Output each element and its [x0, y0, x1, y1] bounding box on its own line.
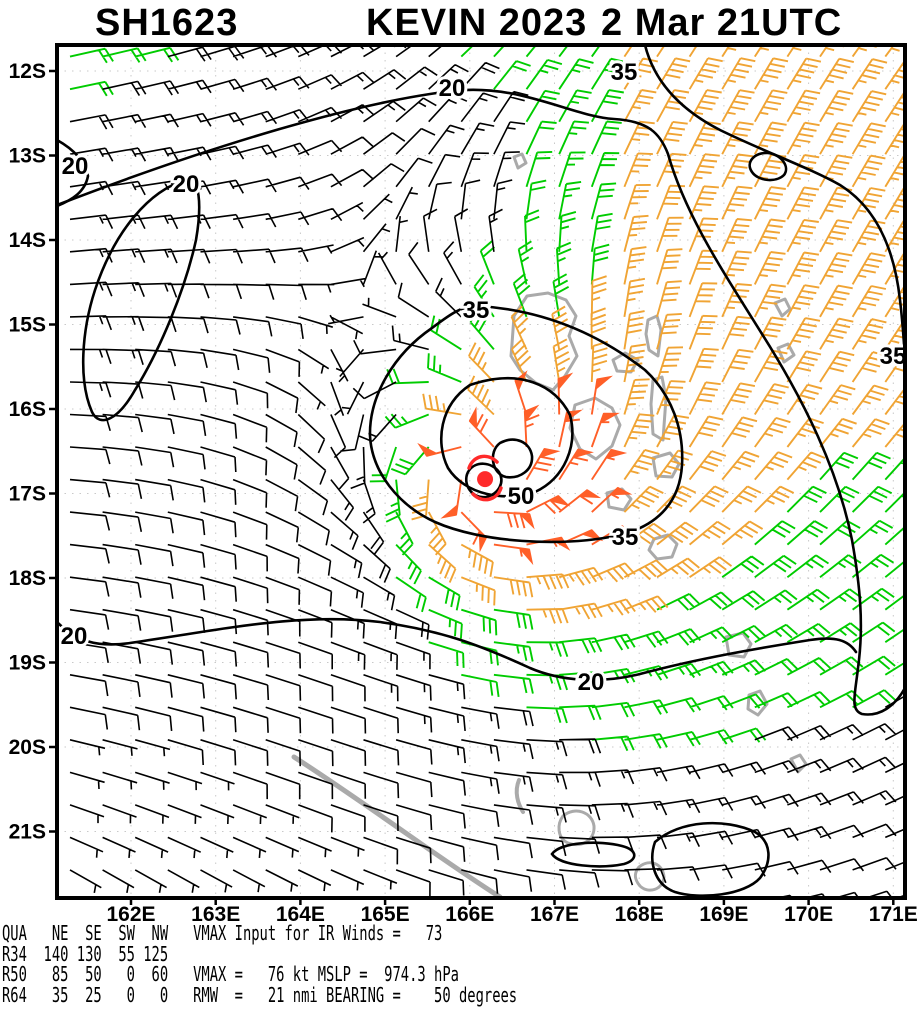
- storm-center-symbol: [467, 454, 503, 502]
- svg-text:20: 20: [62, 153, 89, 180]
- island-tanna: [746, 689, 769, 717]
- lat-label: 21S: [9, 821, 46, 844]
- island-banks-1: [773, 297, 792, 318]
- isotach-20: [550, 841, 636, 868]
- lat-label: 12S: [9, 60, 46, 83]
- island-mare: [633, 861, 666, 892]
- lat-label: 18S: [9, 567, 46, 590]
- title-storm-name: KEVIN 2023: [366, 2, 588, 44]
- svg-text:35: 35: [611, 59, 638, 86]
- island-pentecost: [649, 375, 668, 442]
- svg-text:35: 35: [612, 524, 639, 551]
- isotach-20: [57, 617, 858, 682]
- isotach-20: [57, 88, 905, 716]
- lat-label: 15S: [9, 314, 46, 337]
- svg-text:35: 35: [880, 343, 907, 370]
- lon-label: 166E: [445, 903, 494, 926]
- island-banks-2: [776, 342, 796, 364]
- lat-label: 20S: [9, 736, 46, 759]
- lon-label: 168E: [615, 903, 664, 926]
- map-frame: [55, 43, 907, 900]
- svg-text:20: 20: [61, 623, 88, 650]
- lon-label: 169E: [699, 903, 748, 926]
- svg-text:35: 35: [463, 297, 490, 324]
- island-nc-reef: [514, 778, 525, 814]
- svg-text:20: 20: [173, 171, 200, 198]
- svg-text:50: 50: [508, 483, 535, 510]
- isotach-35: [748, 151, 788, 182]
- lat-label: 14S: [9, 229, 46, 252]
- isotach-20: [651, 821, 770, 898]
- isotach-contours: [57, 45, 905, 898]
- island-ambrym: [651, 451, 681, 479]
- title-datetime: 2 Mar 21UTC: [601, 2, 843, 44]
- isotach-labels: 20 20 20 35 35 35 50 35 20 20: [58, 56, 910, 699]
- lon-label: 165E: [361, 903, 410, 926]
- isotach-35: [368, 304, 684, 544]
- wind-radii-stats-text: QUA NE SE SW NW VMAX Input for IR Winds …: [2, 921, 518, 1007]
- isotach-50: [491, 438, 534, 479]
- lon-label: 163E: [191, 903, 240, 926]
- lon-label: 164E: [276, 903, 325, 926]
- island-santa-cruz: [512, 152, 528, 170]
- lon-label: 171E: [869, 903, 918, 926]
- svg-text:20: 20: [578, 669, 605, 696]
- island-maewo: [644, 314, 663, 358]
- lat-label: 17S: [9, 483, 46, 506]
- lat-label: 19S: [9, 652, 46, 675]
- title-storm-id: SH1623: [95, 2, 239, 44]
- isotach-20: [81, 178, 201, 422]
- axis-labels: 12S 13S 14S 15S 16S 17S 18S 19S 20S 21S 162E 163E 16…: [9, 60, 918, 926]
- isotach-50: [439, 376, 574, 498]
- isotach-20: [57, 138, 90, 208]
- wind-barbs-layer: [69, 45, 905, 898]
- lon-label: 167E: [530, 903, 579, 926]
- lat-label: 16S: [9, 398, 46, 421]
- island-new-caledonia: [291, 754, 503, 898]
- svg-text:20: 20: [439, 75, 466, 102]
- lon-label: 162E: [106, 903, 155, 926]
- island-aneityum: [789, 753, 808, 774]
- isotach-35: [643, 45, 905, 360]
- lon-label: 170E: [784, 903, 833, 926]
- lat-label: 13S: [9, 145, 46, 168]
